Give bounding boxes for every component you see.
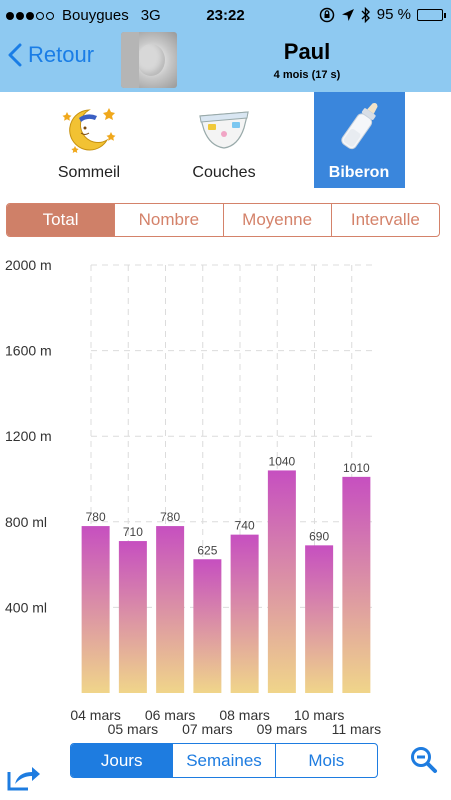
category-tabs: Sommeil Couches Biberon (0, 92, 451, 188)
bar (305, 545, 334, 693)
x-tick-label: 05 mars (108, 721, 159, 737)
bar-value-label: 740 (235, 519, 255, 533)
bar (267, 470, 296, 693)
chart-svg: 400 ml 800 ml 1200 m 1600 m 2000 m 780 710 780… (5, 257, 382, 737)
x-tick-label: 09 mars (257, 721, 308, 737)
chevron-left-icon (8, 43, 22, 67)
y-tick-label: 2000 m (5, 257, 52, 273)
bar-chart: 400 ml 800 ml 1200 m 1600 m 2000 m 780 710 780… (0, 250, 451, 740)
metric-total[interactable]: Total (7, 204, 115, 236)
baby-bottle-icon (341, 102, 378, 150)
tab-sommeil-label: Sommeil (57, 164, 121, 181)
status-bar: Bouygues 3G 23:22 95 % (0, 0, 451, 32)
y-tick-label: 1600 m (5, 343, 52, 359)
signal-strength-icon (6, 11, 54, 20)
period-mois[interactable]: Mois (274, 744, 377, 777)
x-tick-label: 04 mars (70, 707, 121, 723)
bar-value-label: 780 (86, 510, 106, 524)
bar (156, 526, 185, 693)
rotation-lock-icon (319, 7, 335, 22)
x-tick-label: 06 mars (145, 707, 196, 723)
bar (118, 541, 147, 693)
back-button[interactable]: Retour (8, 42, 94, 68)
carrier-name: Bouygues (62, 7, 129, 24)
diaper-icon (199, 111, 249, 149)
tab-couches[interactable]: Couches (179, 92, 269, 188)
child-name: Paul (283, 39, 331, 64)
navigation-bar: Retour Paul 4 mois (17 s) (0, 32, 451, 92)
y-tick-label: 400 ml (5, 599, 47, 615)
y-tick-label: 800 ml (5, 514, 47, 530)
battery-icon (417, 8, 446, 21)
period-semaines[interactable]: Semaines (172, 744, 274, 777)
moon-stars-icon (62, 108, 116, 153)
bar (193, 559, 222, 693)
period-segmented-control: Jours Semaines Mois (70, 743, 378, 778)
network-type: 3G (140, 7, 161, 24)
child-avatar[interactable] (121, 32, 177, 88)
battery-percent: 95 % (376, 6, 411, 23)
bar-value-label: 1040 (269, 454, 296, 468)
status-right: 95 % (319, 6, 446, 23)
top-bar: Bouygues 3G 23:22 95 % (0, 0, 451, 92)
tab-biberon-label: Biberon (328, 164, 390, 181)
bar-value-label: 625 (197, 543, 217, 557)
x-tick-label: 10 mars (294, 707, 345, 723)
bar-value-label: 710 (123, 525, 143, 539)
share-icon[interactable] (6, 764, 42, 792)
tab-couches-label: Couches (192, 164, 256, 181)
tab-sommeil[interactable]: Sommeil (44, 92, 134, 188)
metric-nombre[interactable]: Nombre (114, 204, 222, 236)
tab-biberon[interactable]: Biberon (314, 92, 405, 188)
status-left: Bouygues 3G (6, 7, 161, 24)
location-arrow-icon (341, 8, 354, 21)
metric-intervalle[interactable]: Intervalle (330, 204, 439, 236)
metric-segmented-control: Total Nombre Moyenne Intervalle (6, 203, 440, 237)
bar (81, 526, 110, 693)
status-time: 23:22 (206, 7, 245, 24)
x-tick-label: 11 mars (332, 721, 382, 737)
bar-value-label: 780 (160, 510, 180, 524)
bar-value-label: 690 (309, 529, 329, 543)
bar-value-label: 1010 (343, 461, 370, 475)
child-age: 4 mois (17 s) (273, 69, 341, 81)
y-tick-label: 1200 m (5, 428, 52, 444)
period-jours[interactable]: Jours (71, 744, 173, 777)
bluetooth-icon (361, 6, 370, 23)
bar (230, 534, 259, 693)
metric-moyenne[interactable]: Moyenne (222, 204, 331, 236)
x-tick-label: 08 mars (219, 707, 270, 723)
bar (342, 476, 371, 693)
zoom-out-icon[interactable] (410, 746, 438, 774)
back-label: Retour (28, 42, 95, 67)
x-tick-label: 07 mars (182, 721, 233, 737)
